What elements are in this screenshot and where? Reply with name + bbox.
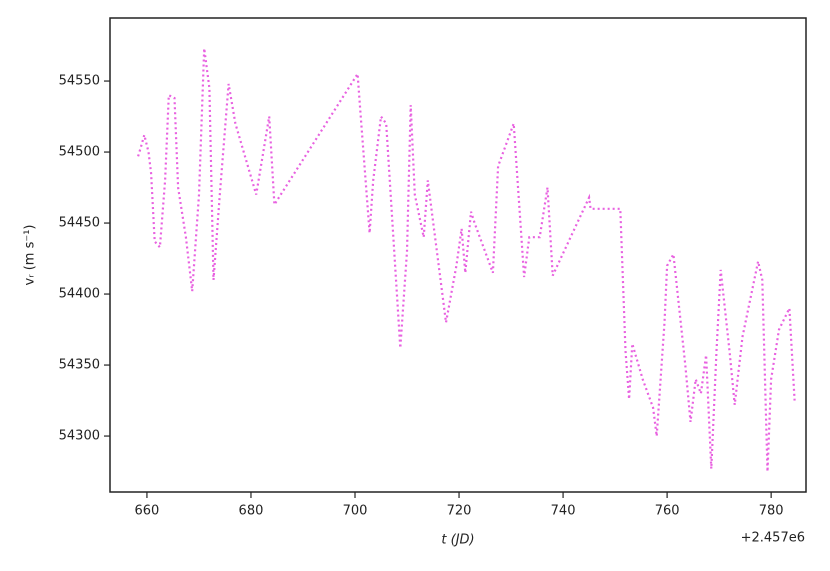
y-tick-label: 54350 [59, 358, 100, 373]
x-tick-label: 720 [447, 504, 472, 519]
y-tick-label: 54550 [59, 74, 100, 89]
x-tick-label: 700 [343, 504, 368, 519]
x-tick-label: 660 [135, 504, 160, 519]
plot-frame [109, 17, 807, 493]
x-axis-label: t (JD) [441, 533, 474, 548]
y-tick-label: 54400 [59, 287, 100, 302]
y-tick-label: 54500 [59, 145, 100, 160]
x-tick-label: 760 [655, 504, 680, 519]
x-offset-label: +2.457e6 [741, 531, 805, 546]
y-tick-label: 54300 [59, 429, 100, 444]
y-axis-label: vᵣ (m s⁻¹) [23, 225, 38, 286]
data-line [137, 48, 796, 472]
x-tick-label: 740 [551, 504, 576, 519]
y-tick-label: 54450 [59, 216, 100, 231]
x-tick-label: 680 [239, 504, 264, 519]
x-tick-label: 780 [759, 504, 784, 519]
